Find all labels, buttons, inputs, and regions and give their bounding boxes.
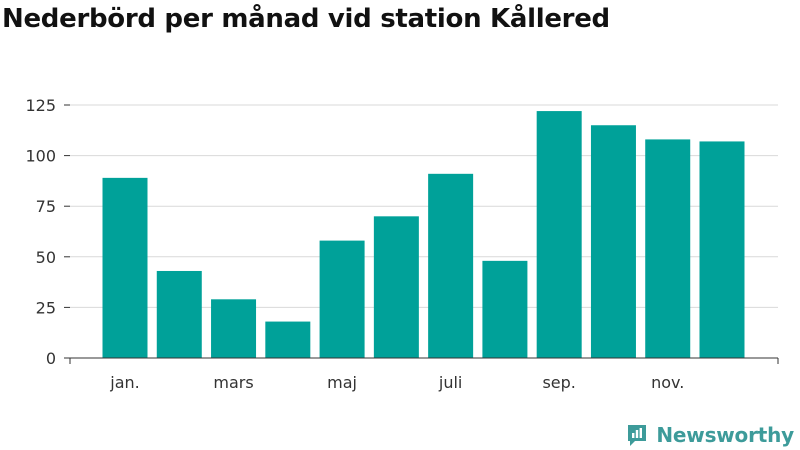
bar-maj: [319, 240, 365, 358]
bar-feb: [156, 270, 202, 358]
y-tick-label: 25: [36, 298, 56, 317]
chart-title: Nederbörd per månad vid station Kållered: [2, 4, 610, 34]
y-tick-label: 75: [36, 197, 56, 216]
y-tick-label: 0: [46, 349, 56, 368]
logo-text: Newsworthy: [656, 423, 794, 447]
bar-jan: [102, 177, 148, 358]
y-axis-tick-labels: 0 25 50 75 100 125: [25, 96, 70, 368]
x-tick-label: sep.: [542, 373, 575, 392]
x-axis-tick-labels: jan. mars maj juli sep. nov.: [109, 373, 684, 392]
x-axis: [69, 357, 779, 364]
y-tick-label: 50: [36, 248, 56, 267]
bar-sep: [536, 111, 582, 359]
bar-nov: [645, 139, 691, 358]
bar-juni: [373, 216, 419, 358]
bar-juli: [428, 173, 474, 358]
bar-dec: [699, 141, 745, 358]
x-tick-label: juli: [438, 373, 462, 392]
x-tick-label: nov.: [651, 373, 684, 392]
y-tick-label: 125: [25, 96, 56, 115]
bar-okt: [590, 125, 636, 359]
bar-mars: [211, 299, 257, 358]
newsworthy-logo: Newsworthy: [626, 420, 794, 450]
newsworthy-logo-icon: [628, 425, 647, 446]
x-tick-label: mars: [213, 373, 253, 392]
x-tick-label: jan.: [109, 373, 139, 392]
x-tick-label: maj: [327, 373, 357, 392]
y-tick-label: 100: [25, 147, 56, 166]
bar-aug: [482, 260, 528, 358]
bars: [102, 111, 745, 359]
bar-apr: [265, 321, 311, 358]
